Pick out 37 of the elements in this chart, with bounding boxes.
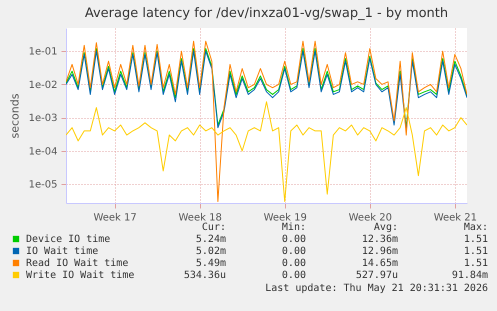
text: 5.49m xyxy=(196,258,226,269)
x-tick-label: Week 18 xyxy=(178,212,222,224)
y-tick-label: 1e-04 xyxy=(28,146,58,158)
y-tick-label: 1e-05 xyxy=(28,180,58,191)
text: 1.51 xyxy=(464,246,488,257)
x-tick-label: Week 20 xyxy=(348,212,392,224)
x-tick-label: Week 19 xyxy=(264,212,307,224)
x-tick-label: Week 17 xyxy=(93,212,137,224)
y-tick-label: 1e-01 xyxy=(28,46,58,58)
y-axis-title: seconds xyxy=(8,93,22,138)
text: Min: xyxy=(282,222,306,233)
text: 12.96m xyxy=(362,246,398,257)
x-tick-label: Week 21 xyxy=(434,212,478,224)
y-tick-label: 1e-02 xyxy=(28,80,58,91)
text: 1.51 xyxy=(464,234,488,245)
legend-label: Device IO time xyxy=(26,234,110,245)
text: Last update: Thu May 21 20:31:31 2026 xyxy=(265,283,488,294)
text: 91.84m xyxy=(452,270,488,281)
text: 1.51 xyxy=(464,258,488,269)
text: 14.65m xyxy=(362,258,398,269)
text: 534.36u xyxy=(184,270,226,281)
text: 0.00 xyxy=(282,258,306,269)
legend-label: Write IO Wait time xyxy=(26,270,134,281)
legend-label: Read IO Wait time xyxy=(26,258,128,269)
y-tick-label: 1e-03 xyxy=(28,113,58,124)
text: 12.36m xyxy=(362,234,398,245)
text: Cur: xyxy=(202,222,226,233)
text: 0.00 xyxy=(282,234,306,245)
text: Max: xyxy=(464,222,488,233)
chart-title: Average latency for /dev/inxza01-vg/swap_1 - by month xyxy=(84,6,448,21)
legend-label: IO Wait time xyxy=(26,246,98,257)
text: Avg: xyxy=(374,222,398,233)
text: 527.97u xyxy=(356,270,398,281)
text: 0.00 xyxy=(282,270,306,281)
text: 0.00 xyxy=(282,246,306,257)
text: 5.02m xyxy=(196,246,226,257)
text: 5.24m xyxy=(196,234,226,245)
